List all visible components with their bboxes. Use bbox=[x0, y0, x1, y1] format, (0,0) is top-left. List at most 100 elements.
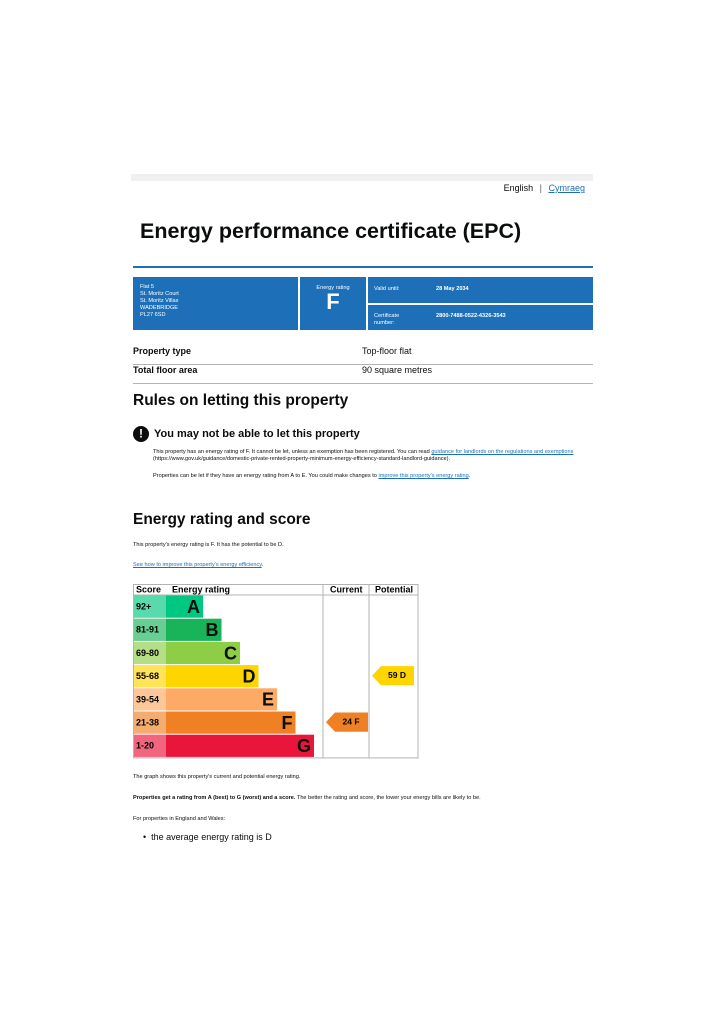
score-cell bbox=[134, 688, 166, 711]
note: The graph shows this property's current … bbox=[133, 774, 301, 780]
text: Properties can be let if they have an en… bbox=[153, 473, 379, 479]
score-cell-tint bbox=[134, 734, 166, 757]
property-value: Top-floor flat bbox=[362, 346, 412, 356]
link[interactable]: See how to improve this property's energ… bbox=[133, 562, 262, 568]
paragraph: This property has an energy rating of F.… bbox=[153, 449, 578, 463]
band-bar bbox=[166, 688, 277, 711]
score-cell-tint bbox=[134, 665, 166, 688]
bullet: • the average energy rating is D bbox=[143, 832, 272, 842]
score-cell bbox=[134, 734, 166, 757]
band-letter: G bbox=[297, 736, 311, 756]
band-score: 21-38 bbox=[136, 717, 159, 727]
property-label: Total floor area bbox=[133, 365, 198, 375]
current-label: 24 F bbox=[342, 717, 359, 727]
note: Properties get a rating from A (best) to… bbox=[133, 795, 481, 802]
potential-arrow bbox=[372, 666, 414, 686]
band-letter: B bbox=[206, 620, 219, 640]
score-cell-tint bbox=[134, 595, 166, 618]
band-bar bbox=[166, 711, 296, 734]
address-line: St. Moritz Villas bbox=[140, 298, 179, 304]
score-cell bbox=[134, 618, 166, 641]
band-bar bbox=[166, 618, 222, 641]
address-box: Flat 5 St. Moritz Court St. Moritz Villas W… bbox=[133, 277, 298, 330]
paragraph: Properties can be let if they have an en… bbox=[153, 473, 578, 480]
text: (https://www.gov.uk/guidance/domestic-pr… bbox=[153, 456, 451, 462]
title: Energy performance certificate (EPC) bbox=[140, 219, 522, 243]
score-cell bbox=[134, 665, 166, 688]
property-label: Property type bbox=[133, 346, 192, 356]
text: The better the rating and score, the low… bbox=[295, 795, 481, 801]
column-header: Energy rating bbox=[172, 584, 230, 594]
certificate-box: Certificate number: 2800-7488-0522-4326-… bbox=[368, 305, 593, 330]
score-cell-tint bbox=[134, 688, 166, 711]
score-cell-tint bbox=[134, 618, 166, 641]
rating-label: Energy rating bbox=[316, 285, 350, 291]
score-cell bbox=[134, 711, 166, 734]
band-score: 81-91 bbox=[136, 625, 159, 635]
current-band: F bbox=[354, 717, 359, 727]
band-score: 55-68 bbox=[136, 671, 159, 681]
rating-chart: Score Energy rating Current Potential 92+ A 81… bbox=[133, 584, 419, 759]
certificate-label: Certificate number: bbox=[374, 313, 400, 326]
rating: F bbox=[326, 289, 340, 314]
column-header: Potential bbox=[375, 584, 413, 594]
band-score: 69-80 bbox=[136, 648, 159, 658]
column-header: Current bbox=[330, 584, 363, 594]
top-bar bbox=[131, 174, 593, 181]
link[interactable]: improve this property's energy rating bbox=[378, 473, 469, 479]
rules-heading: Rules on letting this property bbox=[133, 392, 349, 409]
band-bar bbox=[166, 641, 240, 665]
rating-heading: Energy rating and score bbox=[133, 511, 311, 528]
valid-label: Valid until: bbox=[374, 286, 400, 292]
property-value: 90 square metres bbox=[362, 365, 433, 375]
valid-until: 28 May 2034 bbox=[436, 286, 469, 292]
text: . bbox=[468, 473, 471, 479]
band-score: 1-20 bbox=[136, 741, 154, 751]
band-letter: D bbox=[243, 666, 256, 686]
current-score: 24 bbox=[342, 717, 352, 727]
potential-label: 59 D bbox=[388, 670, 406, 680]
column-header: Score bbox=[136, 584, 161, 594]
improve: See how to improve this property's energ… bbox=[133, 562, 263, 569]
warning: You may not be able to let this property bbox=[154, 428, 360, 440]
address-line: PL27 6SD bbox=[140, 312, 166, 318]
current-arrow bbox=[326, 712, 368, 732]
bullet-text: the average energy rating is D bbox=[151, 832, 272, 842]
svg-text:!: ! bbox=[139, 427, 143, 441]
text: . bbox=[261, 562, 264, 568]
score-cell-tint bbox=[134, 641, 166, 665]
link[interactable]: guidance for landlords on the regulation… bbox=[431, 449, 574, 455]
band-letter: E bbox=[262, 690, 274, 710]
chart-border bbox=[133, 584, 419, 759]
band-letter: C bbox=[224, 643, 237, 663]
address-line: St. Moritz Court bbox=[140, 291, 179, 297]
potential-band: D bbox=[400, 670, 406, 680]
language-link[interactable]: Cymraeg bbox=[548, 183, 585, 193]
score-cell bbox=[134, 641, 166, 665]
property-row: Total floor area 90 square metres bbox=[133, 365, 593, 384]
text: This property has an energy rating of F.… bbox=[153, 449, 432, 455]
band-letter: F bbox=[282, 713, 293, 733]
rating-box: Energy rating F bbox=[300, 277, 366, 330]
address-line: WADEBRIDGE bbox=[140, 305, 179, 311]
language-switch: English | Cymraeg bbox=[503, 183, 585, 193]
score-cell bbox=[134, 595, 166, 618]
band-bar bbox=[166, 595, 203, 618]
band-score: 92+ bbox=[136, 601, 151, 611]
band-score: 39-54 bbox=[136, 694, 159, 704]
warning-icon: ! bbox=[133, 426, 149, 442]
note: For properties in England and Wales: bbox=[133, 816, 226, 822]
score-cell-tint bbox=[134, 711, 166, 734]
language: English bbox=[503, 183, 534, 193]
rule bbox=[133, 266, 593, 268]
property-row: Property type Top-floor flat bbox=[133, 346, 593, 365]
certificate-number: 2800-7488-0522-4326-3543 bbox=[436, 313, 506, 319]
bold-text: Properties get a rating from A (best) to… bbox=[133, 795, 296, 801]
intro: This property's energy rating is F. It h… bbox=[133, 542, 284, 548]
band-bar bbox=[166, 734, 314, 757]
band-letter: A bbox=[187, 597, 200, 617]
band-bar bbox=[166, 665, 259, 688]
address-line: Flat 5 bbox=[140, 284, 154, 290]
potential-score: 59 bbox=[388, 670, 398, 680]
